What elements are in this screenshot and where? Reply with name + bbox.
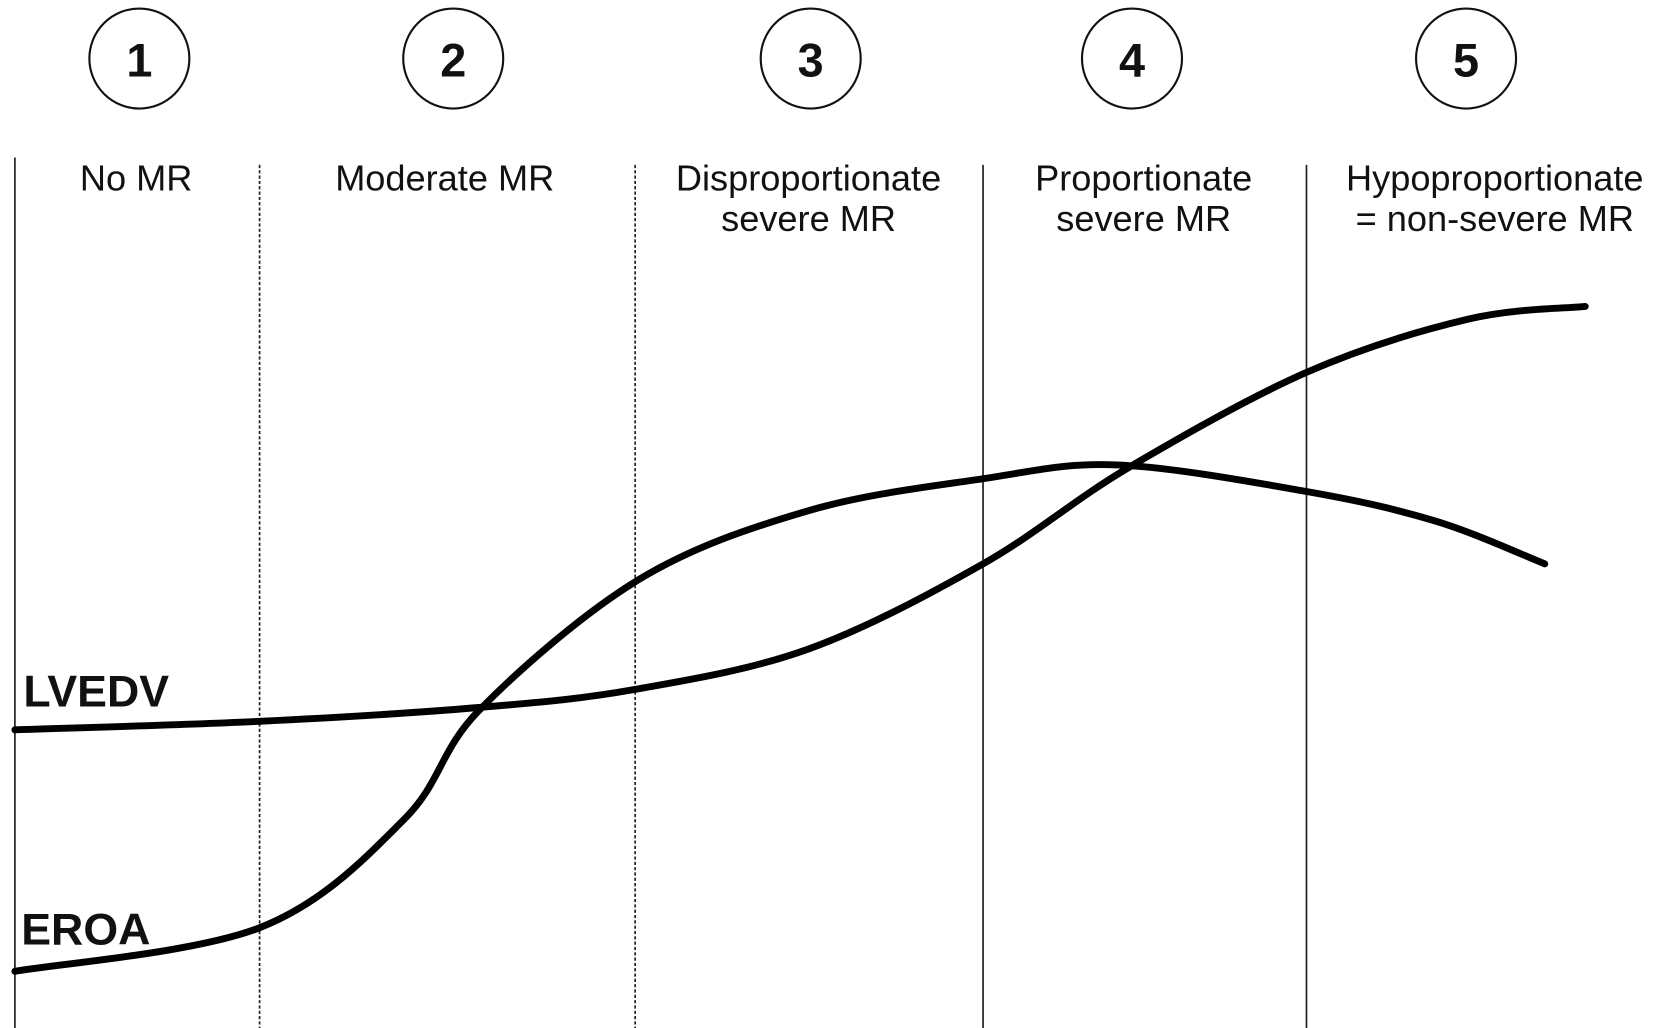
curve-label: LVEDV — [23, 667, 169, 716]
diagram-body: LVEDV EROA 1 No MR 2 Moderate MR 3 Disproport… — [11, 7, 1644, 1028]
stage-label: No MR — [80, 157, 193, 198]
stage-circle — [402, 7, 505, 110]
eroa-curve — [11, 461, 1549, 975]
stage-number: 2 — [440, 35, 466, 87]
lvedv-curve — [11, 302, 1589, 734]
stage-number: 1 — [126, 35, 152, 87]
stage-label: = non-severe MR — [1356, 198, 1634, 239]
stage-number: 4 — [1119, 35, 1145, 87]
stage-circle — [759, 7, 862, 110]
stage-label: Proportionate — [1035, 157, 1252, 198]
stage-label: Moderate MR — [335, 157, 554, 198]
curve-label: EROA — [21, 906, 150, 955]
stage-circle — [88, 7, 191, 110]
stage-label: severe MR — [721, 198, 896, 239]
stage-label: Hypoproportionate — [1346, 157, 1643, 198]
stage-number: 5 — [1453, 35, 1479, 87]
stage-circle — [1080, 7, 1184, 110]
stage-label: Disproportionate — [676, 157, 941, 198]
stage-label: severe MR — [1056, 198, 1231, 239]
stage-circle — [1414, 7, 1518, 110]
stage-number: 3 — [798, 35, 824, 87]
